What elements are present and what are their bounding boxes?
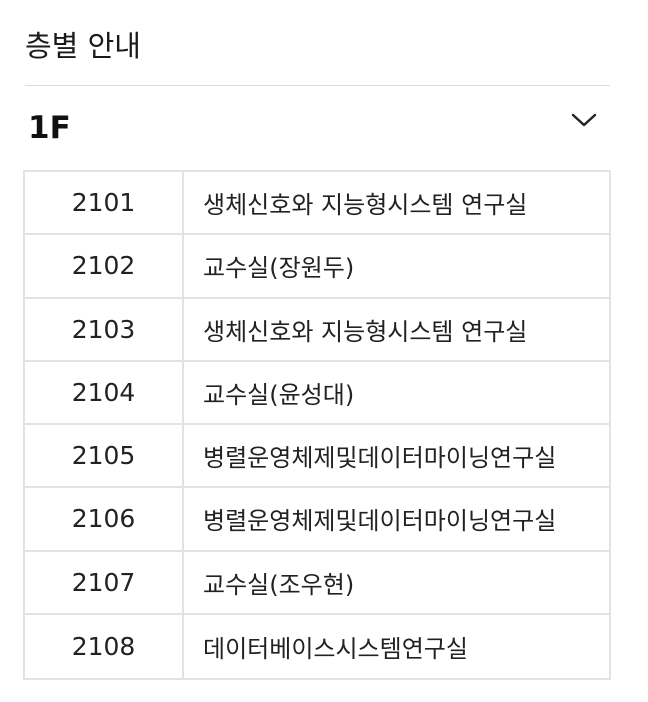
chevron-down-icon[interactable] [570, 106, 598, 134]
table-row[interactable]: 2103 생체신호와 지능형시스템 연구실 [25, 298, 609, 362]
room-name: 생체신호와 지능형시스템 연구실 [203, 317, 528, 346]
room-number: 2106 [25, 488, 184, 550]
room-name: 데이터베이스시스템연구실 [203, 634, 468, 663]
room-number: 2107 [25, 551, 184, 613]
floor-dropdown[interactable]: 1F [25, 96, 610, 160]
room-number: 2108 [25, 614, 184, 678]
table-row[interactable]: 2106 병렬운영체제및데이터마이닝연구실 [25, 488, 609, 552]
room-name: 생체신호와 지능형시스템 연구실 [203, 191, 528, 220]
room-table: 2101 생체신호와 지능형시스템 연구실 2102 교수실(장원두) 2103… [23, 170, 611, 680]
table-row[interactable]: 2107 교수실(조우현) [25, 551, 609, 615]
table-row[interactable]: 2104 교수실(윤성대) [25, 361, 609, 425]
table-row[interactable]: 2108 데이터베이스시스템연구실 [25, 614, 609, 678]
room-number: 2102 [25, 235, 184, 297]
room-name: 교수실(조우현) [203, 570, 355, 599]
room-number: 2104 [25, 361, 184, 423]
room-name: 교수실(윤성대) [203, 380, 355, 409]
floor-dropdown-value: 1F [28, 110, 71, 146]
room-number: 2103 [25, 298, 184, 360]
room-number: 2105 [25, 425, 184, 487]
page-title: 층별 안내 [25, 29, 141, 63]
room-number: 2101 [25, 172, 184, 234]
room-name: 병렬운영체제및데이터마이닝연구실 [203, 444, 557, 473]
table-row[interactable]: 2105 병렬운영체제및데이터마이닝연구실 [25, 425, 609, 489]
room-name: 교수실(장원두) [203, 254, 355, 283]
table-row[interactable]: 2101 생체신호와 지능형시스템 연구실 [25, 172, 609, 236]
table-row[interactable]: 2102 교수실(장원두) [25, 235, 609, 299]
title-divider [25, 85, 610, 86]
room-name: 병렬운영체제및데이터마이닝연구실 [203, 507, 557, 536]
